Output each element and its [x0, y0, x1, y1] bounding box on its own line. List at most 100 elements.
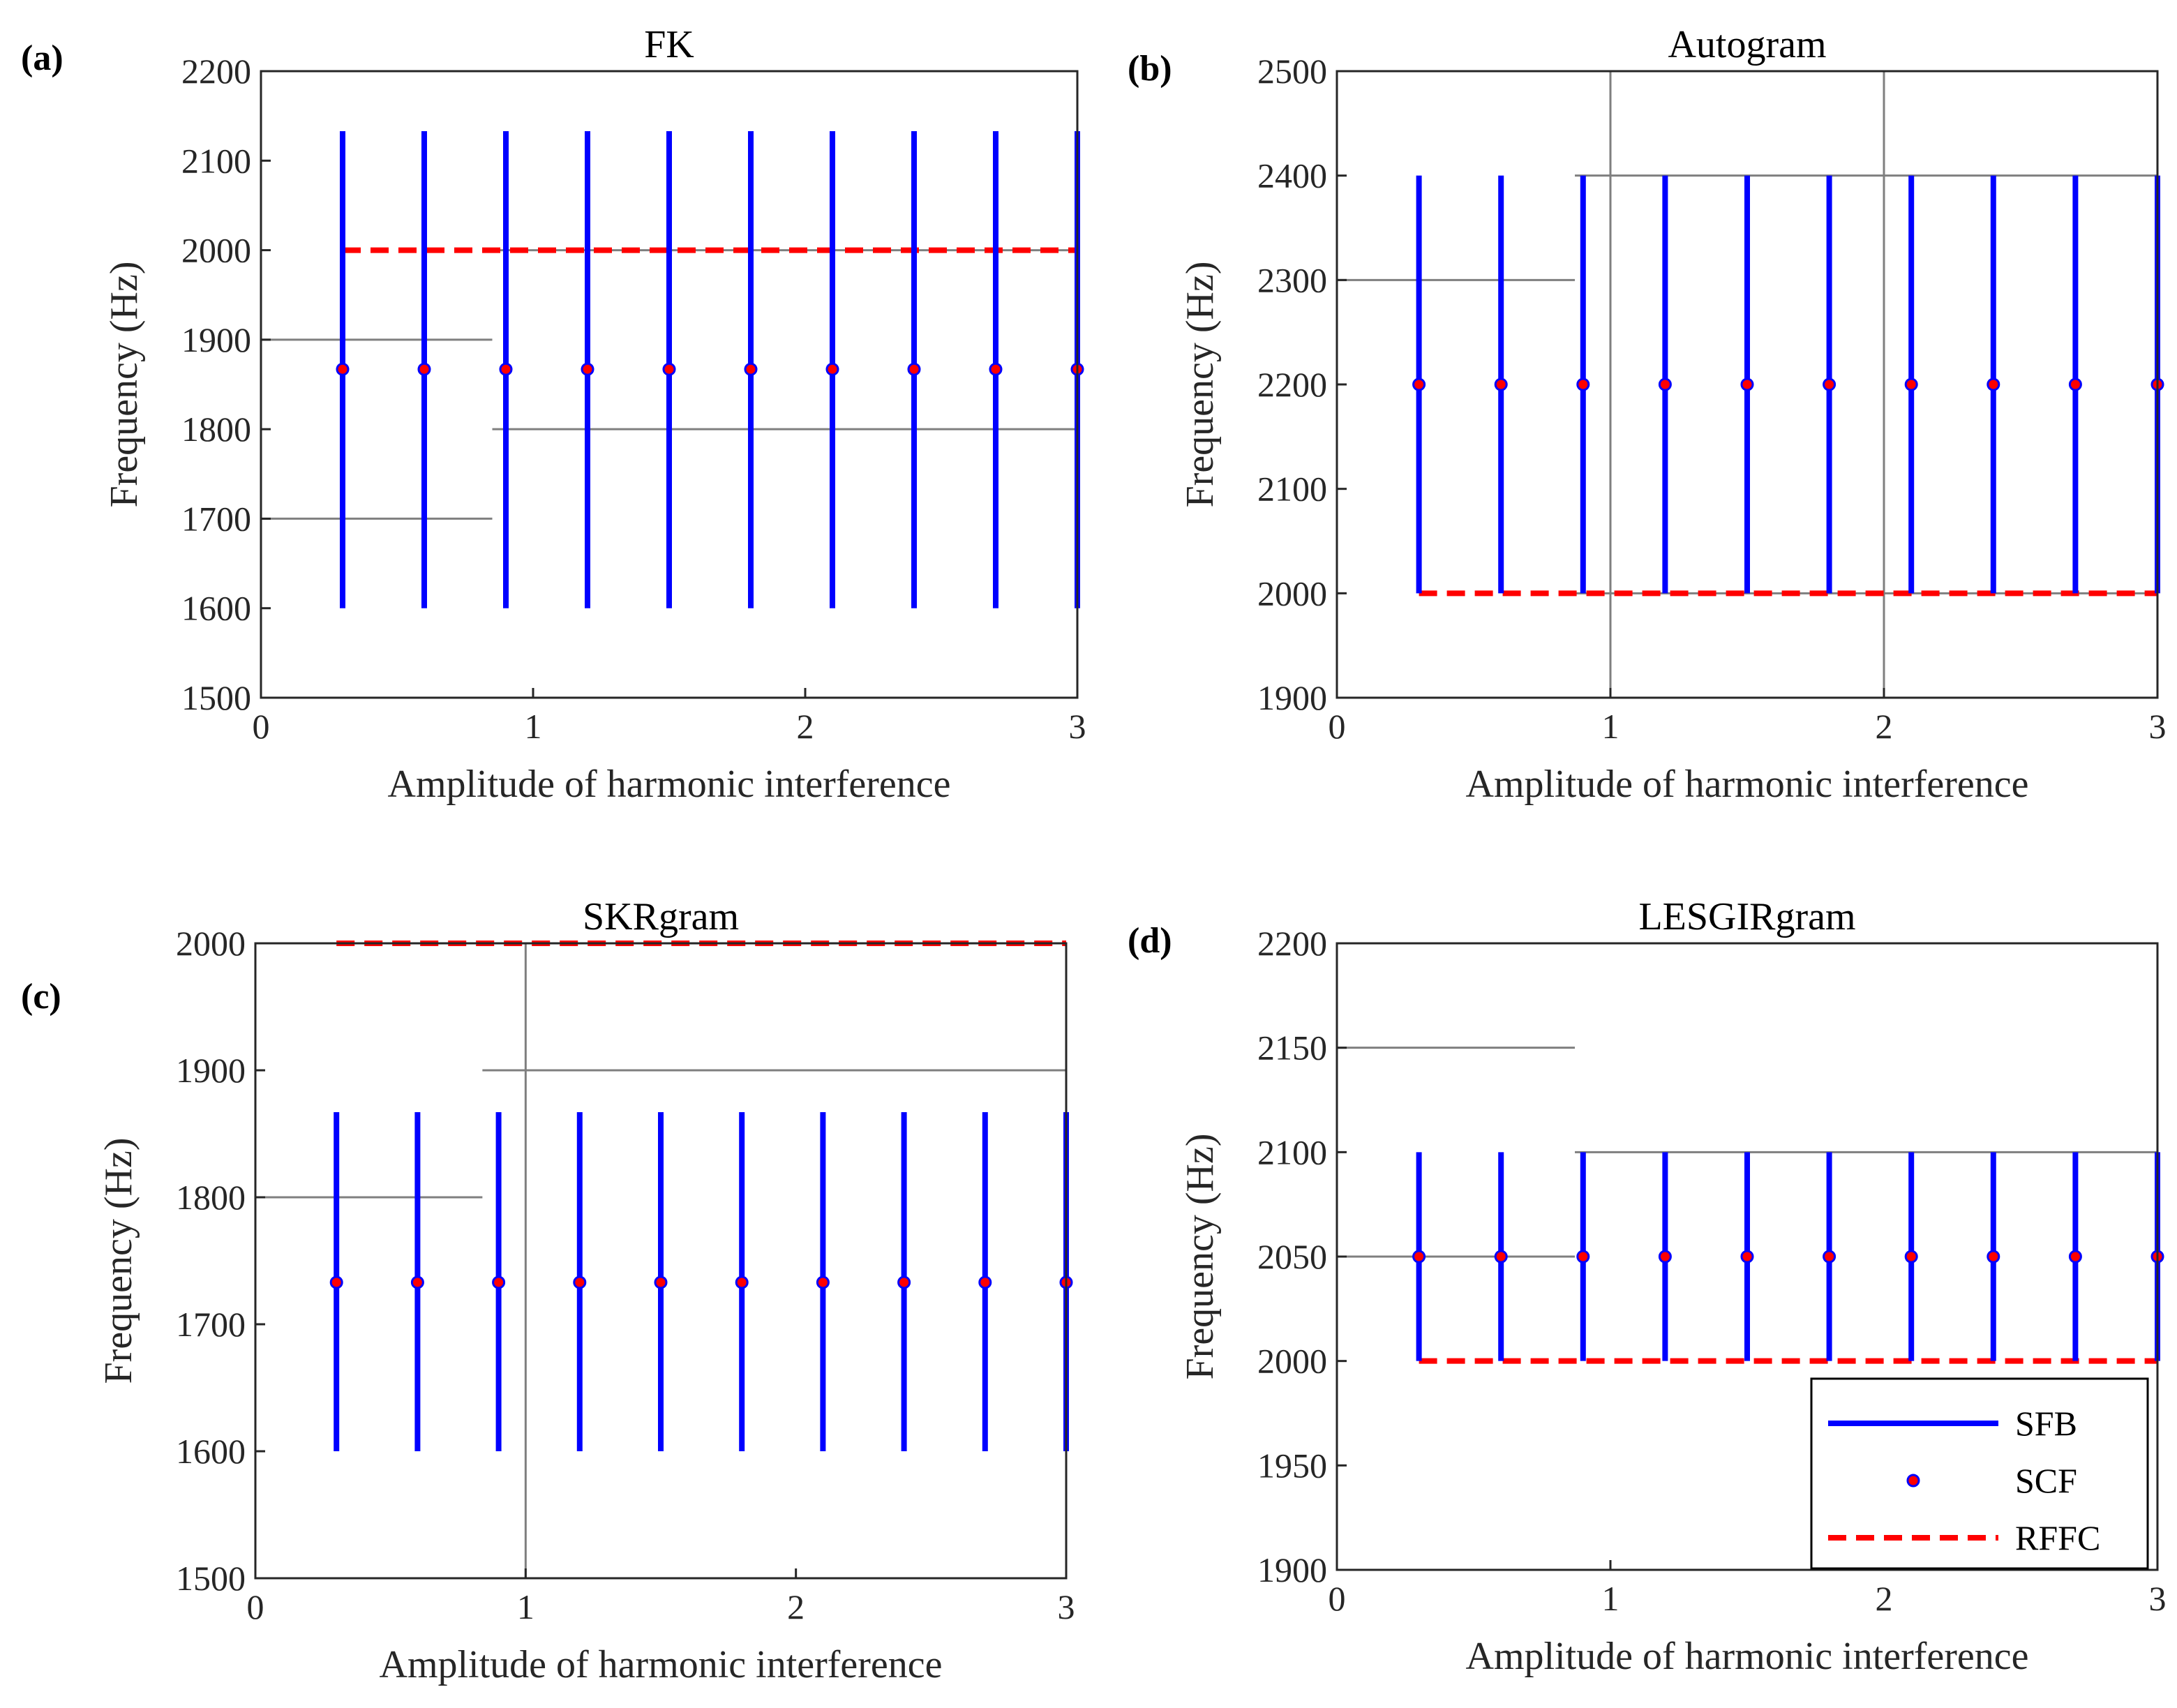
- panel-3: 0 1 2 3 1500 1600 1700 1800 1900 2000 SKRgram Ampli…: [21, 895, 1075, 1686]
- scf-point: [662, 362, 676, 376]
- x-tick-label: 2: [787, 1587, 805, 1626]
- x-axis-label: Amplitude of harmonic interference: [1466, 763, 2029, 806]
- scf-point: [897, 1275, 911, 1289]
- chart-title: LESGIRgram: [1638, 895, 1855, 938]
- y-tick-label: 1900: [1257, 678, 1327, 717]
- scf-point: [492, 1275, 506, 1289]
- scf-point: [1823, 1250, 1836, 1264]
- y-tick-label: 2200: [1257, 365, 1327, 404]
- scf-point: [329, 1275, 343, 1289]
- panel-label: (b): [1128, 49, 1172, 89]
- x-tick-label: 1: [1602, 1579, 1619, 1618]
- legend-label: RFFC: [2015, 1518, 2100, 1557]
- y-tick-label: 2100: [1257, 470, 1327, 509]
- y-axis-label: Frequency (Hz): [1179, 1134, 1222, 1380]
- axes-box: [260, 70, 1079, 699]
- chart-title: Autogram: [1668, 23, 1826, 66]
- legend: SFB SCF RFFC: [1810, 1377, 2149, 1570]
- x-tick-label: 0: [1329, 1579, 1346, 1618]
- scf-point: [573, 1275, 587, 1289]
- y-tick-label: 2100: [181, 141, 251, 180]
- scf-point: [989, 362, 1003, 376]
- x-tick-label: 3: [2149, 1579, 2167, 1618]
- y-tick-label: 2300: [1257, 260, 1327, 299]
- panel-2: 0 1 2 3 1900 2000 2100 2200 2300 2400 2500 Autogram…: [1128, 23, 2167, 806]
- x-axis-label: Amplitude of harmonic interference: [388, 763, 951, 806]
- y-tick-label: 1900: [176, 1051, 246, 1090]
- y-tick-label: 1500: [181, 678, 251, 717]
- scf-point: [907, 362, 921, 376]
- axes-box: [254, 942, 1068, 1580]
- y-tick-label: 2000: [181, 231, 251, 270]
- panel-label: (a): [21, 38, 63, 78]
- x-axis-label: Amplitude of harmonic interference: [1466, 1635, 2029, 1678]
- scf-point: [1576, 377, 1590, 391]
- scf-point: [2068, 1250, 2082, 1264]
- panel-4: 0 1 2 3 1900 1950 2000 2050 2100 2150 2200 LESGIRgr…: [1128, 895, 2167, 1678]
- y-tick-label: 2000: [176, 924, 246, 963]
- y-axis-label: Frequency (Hz): [103, 262, 146, 508]
- y-tick-label: 1500: [176, 1559, 246, 1598]
- scf-point: [1412, 1250, 1426, 1264]
- y-tick-label: 2150: [1257, 1028, 1327, 1068]
- scf-point: [744, 362, 758, 376]
- x-tick-label: 2: [1876, 707, 1893, 746]
- y-tick-label: 1600: [176, 1432, 246, 1471]
- y-tick-label: 1800: [181, 410, 251, 449]
- panel-label: (c): [21, 977, 61, 1017]
- x-tick-label: 0: [1329, 707, 1346, 746]
- scf-point: [1740, 377, 1754, 391]
- panel-label: (d): [1128, 921, 1172, 961]
- y-tick-label: 2200: [181, 52, 251, 91]
- chart-title: SKRgram: [583, 895, 739, 938]
- y-tick-label: 2200: [1257, 924, 1327, 963]
- scf-point: [978, 1275, 992, 1289]
- legend-scf-swatch: [1906, 1474, 1920, 1488]
- x-tick-label: 0: [253, 707, 270, 746]
- scf-point: [1740, 1250, 1754, 1264]
- scf-point: [1412, 377, 1426, 391]
- x-tick-label: 0: [247, 1587, 264, 1626]
- chart-title: FK: [644, 23, 694, 66]
- scf-point: [410, 1275, 424, 1289]
- y-tick-label: 1700: [176, 1305, 246, 1344]
- scf-point: [735, 1275, 749, 1289]
- scf-point: [1904, 377, 1918, 391]
- y-tick-label: 1900: [1257, 1550, 1327, 1589]
- x-tick-label: 2: [1876, 1579, 1893, 1618]
- scf-point: [1494, 377, 1508, 391]
- scf-point: [1658, 377, 1672, 391]
- x-tick-label: 1: [517, 1587, 534, 1626]
- y-axis-label: Frequency (Hz): [1179, 262, 1222, 508]
- x-axis-label: Amplitude of harmonic interference: [380, 1643, 943, 1686]
- x-tick-label: 3: [1058, 1587, 1075, 1626]
- scf-point: [654, 1275, 668, 1289]
- legend-label: SCF: [2015, 1461, 2077, 1500]
- y-tick-label: 1700: [181, 499, 251, 538]
- x-tick-label: 2: [797, 707, 814, 746]
- scf-point: [816, 1275, 830, 1289]
- scf-point: [1904, 1250, 1918, 1264]
- y-tick-label: 2100: [1257, 1132, 1327, 1171]
- scf-point: [1494, 1250, 1508, 1264]
- y-tick-label: 1950: [1257, 1446, 1327, 1485]
- scf-point: [1987, 1250, 2000, 1264]
- scf-point: [1823, 377, 1836, 391]
- x-tick-label: 3: [2149, 707, 2167, 746]
- x-tick-label: 1: [1602, 707, 1619, 746]
- panel-1: 0 1 2 3 1500 1600 1700 1800 1900 2000 2100 2200 FK Am…: [21, 23, 1086, 806]
- scf-point: [1576, 1250, 1590, 1264]
- scf-point: [2068, 377, 2082, 391]
- y-tick-label: 2000: [1257, 1342, 1327, 1381]
- scf-point: [1987, 377, 2000, 391]
- y-axis-label: Frequency (Hz): [97, 1138, 140, 1384]
- y-tick-label: 2500: [1257, 52, 1327, 91]
- y-tick-label: 2400: [1257, 156, 1327, 195]
- y-tick-label: 1600: [181, 589, 251, 628]
- scf-point: [1658, 1250, 1672, 1264]
- x-tick-label: 3: [1069, 707, 1086, 746]
- scf-point: [825, 362, 839, 376]
- legend-label: SFB: [2015, 1404, 2077, 1443]
- x-tick-label: 1: [525, 707, 542, 746]
